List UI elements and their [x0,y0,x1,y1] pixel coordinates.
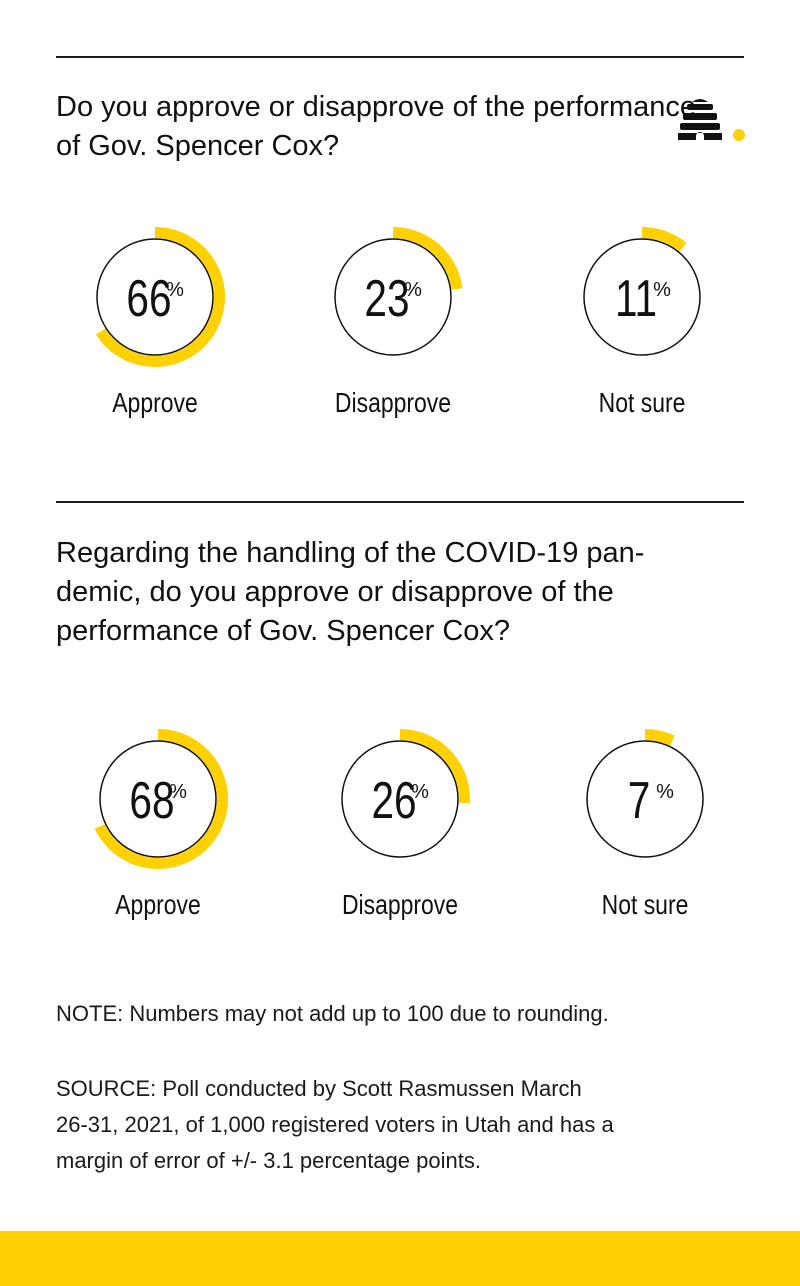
source-line-3: margin of error of +/- 3.1 percentage po… [56,1148,481,1173]
chart1-disapprove-circle [334,238,452,356]
chart2-disapprove-value: 26 [371,771,416,829]
chart1-approve-value: 66 [126,269,171,327]
chart2-question-line-3: performance of Gov. Spencer Cox? [56,615,511,647]
rounding-note: NOTE: Numbers may not add up to 100 due … [56,1001,609,1026]
chart1-disapprove-arc [392,227,463,290]
chart1-approve-label: Approve [112,388,197,419]
chart1-not-sure-percent-sign: % [653,279,671,301]
chart2-donut-row: 68% Approve 26% Disapprove 7 % Not sure [94,729,704,921]
source-line-2: 26-31, 2021, of 1,000 registered voters … [56,1112,614,1137]
chart2-not-sure-donut: 7 % Not sure [586,729,704,921]
top-divider [56,56,744,58]
chart2-not-sure-arc [644,729,675,746]
chart1-not-sure-arc [641,227,687,252]
chart1-not-sure-donut: 11% Not sure [583,227,701,419]
source-note: SOURCE: Poll conducted by Scott Rasmusse… [56,1071,746,1179]
chart1-not-sure-label: Not sure [599,388,686,419]
chart1-approve-arc [95,227,225,367]
chart1-donut-row: 66% Approve 23% Disapprove 11% Not sure [95,227,701,419]
chart2-disapprove-donut: 26% Disapprove [341,729,470,921]
chart1-disapprove-donut: 23% Disapprove [334,227,463,419]
source-line-1: SOURCE: Poll conducted by Scott Rasmusse… [56,1076,582,1101]
chart1-approve-circle [96,238,214,356]
chart2-disapprove-circle [341,740,459,858]
chart1-not-sure-value: 11 [615,269,657,327]
chart2-disapprove-percent-sign: % [411,781,429,803]
chart2-not-sure-circle [586,740,704,858]
footer-accent-bar [0,1231,800,1286]
chart1-question: Do you approve or disapprove of the perf… [56,91,696,162]
chart2-approve-value: 68 [129,771,174,829]
chart2-approve-percent-sign: % [169,781,187,803]
chart2-approve-donut: 68% Approve [94,729,228,921]
chart1-approve-percent-sign: % [166,279,184,301]
chart1-disapprove-value: 23 [364,269,409,327]
middle-divider [56,501,744,503]
chart2-disapprove-label: Disapprove [342,890,458,921]
chart2-question: Regarding the handling of the COVID-19 p… [56,534,716,651]
chart2-not-sure-label: Not sure [602,890,689,921]
chart2-approve-circle [99,740,217,858]
chart1-not-sure-circle [583,238,701,356]
chart2-question-line-2: demic, do you approve or disapprove of t… [56,576,614,608]
chart2-disapprove-arc [399,729,470,804]
chart2-approve-label: Approve [115,890,200,921]
chart1-disapprove-percent-sign: % [404,279,422,301]
chart1-approve-donut: 66% Approve [95,227,225,419]
beehive-icon [678,99,745,141]
chart2-not-sure-percent-sign: % [656,781,674,803]
chart2-approve-arc [94,729,228,869]
chart1-disapprove-label: Disapprove [335,388,451,419]
chart2-question-line-1: Regarding the handling of the COVID-19 p… [56,537,645,569]
chart2-not-sure-value: 7 [628,771,651,829]
